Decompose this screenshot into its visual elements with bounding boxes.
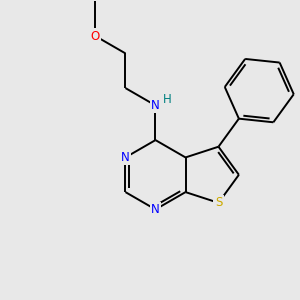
Text: H: H xyxy=(163,92,172,106)
Text: N: N xyxy=(151,203,160,216)
Text: N: N xyxy=(151,99,160,112)
Text: N: N xyxy=(121,151,130,164)
Text: S: S xyxy=(215,196,222,209)
Text: O: O xyxy=(91,30,100,43)
